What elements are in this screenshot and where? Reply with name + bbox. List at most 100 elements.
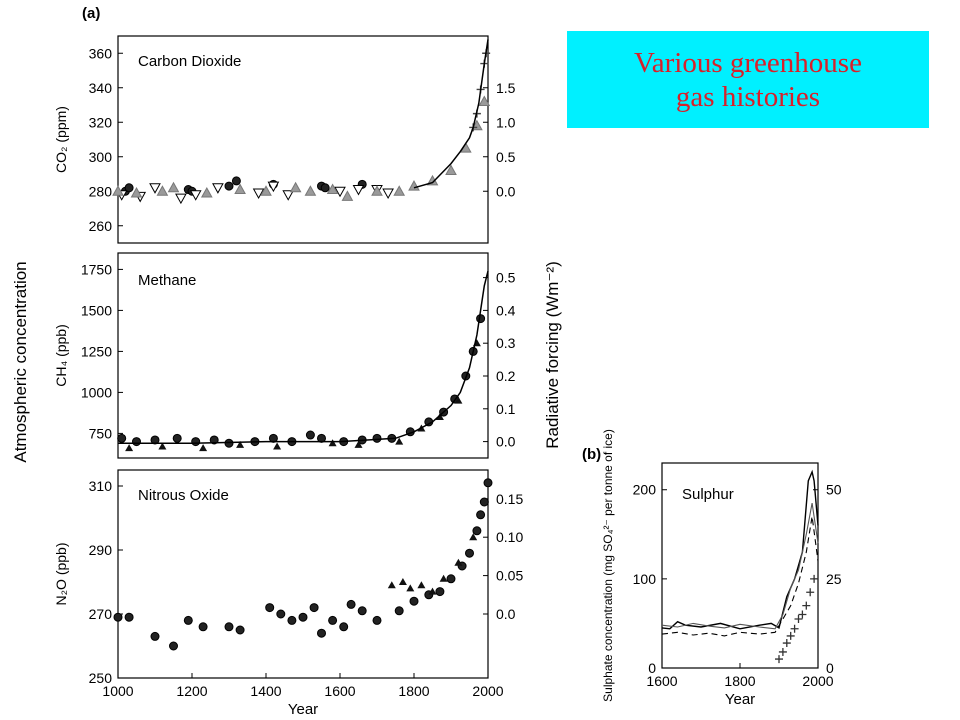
- data-point-ch4: [354, 440, 363, 448]
- data-point-co2: [267, 181, 280, 193]
- y-tick-label-ch4: 750: [89, 425, 113, 441]
- x-axis-label-sulphur: Year: [725, 691, 755, 708]
- data-point-sulphur: [794, 614, 803, 623]
- data-point-sulphur: [790, 624, 799, 633]
- data-point-co2: [282, 190, 295, 201]
- data-point-ch4: [117, 433, 127, 443]
- data-point-co2: [341, 190, 354, 201]
- data-point-sulphur: [798, 610, 807, 619]
- y-axis-label-n2o: N₂O (ppb): [53, 542, 69, 605]
- data-point-n2o: [454, 558, 463, 566]
- x-tick-label-n2o: 1000: [102, 683, 133, 699]
- data-point-n2o: [317, 628, 326, 638]
- data-point-n2o: [472, 526, 482, 536]
- y2-tick-label-sulphur: 0: [826, 660, 834, 676]
- panel-title-ch4: Methane: [138, 272, 196, 289]
- series-line-sulphur-0: [661, 469, 819, 630]
- x-tick-label-sulphur: 2000: [802, 673, 833, 689]
- data-point-n2o: [409, 596, 419, 606]
- data-point-co2: [212, 183, 224, 194]
- data-point-ch4: [476, 314, 486, 324]
- y2-tick-label-n2o: 0.05: [496, 568, 523, 584]
- data-point-n2o: [435, 587, 445, 597]
- data-point-co2: [112, 185, 124, 196]
- data-point-n2o: [265, 603, 275, 613]
- data-point-co2: [234, 183, 246, 195]
- x-tick-label-n2o: 2000: [472, 683, 503, 699]
- chart-n2o: Nitrous Oxide 250 270 290 310 0.0 0.05 0.10 0.15…: [53, 469, 523, 718]
- y-axis-label-sulphur: Sulphate concentration (mg SO₄²⁻ per ton…: [601, 429, 615, 702]
- data-point-ch4: [150, 435, 160, 445]
- data-point-n2o: [476, 510, 486, 520]
- y2-tick-label-n2o: 0.10: [496, 529, 523, 545]
- data-point-ch4: [273, 442, 282, 450]
- data-point-ch4: [191, 437, 201, 447]
- data-point-n2o: [469, 533, 478, 541]
- panel-a-label: (a): [82, 5, 100, 22]
- y-tick-label-ch4: 1500: [81, 302, 112, 318]
- data-point-n2o: [372, 615, 382, 625]
- data-point-co2: [408, 180, 420, 191]
- y2-tick-label-ch4: 0.2: [496, 368, 516, 384]
- data-point-ch4: [328, 439, 337, 447]
- y-tick-label-co2: 320: [89, 114, 113, 130]
- y-tick-label-co2: 300: [89, 149, 113, 165]
- data-point-co2: [320, 183, 330, 193]
- chart-ch4: Methane 750 1000 1250 1500 1750 0.0 0.1 0.2 0.3 0.…: [53, 252, 516, 459]
- data-point-co2: [352, 185, 365, 196]
- y-tick-label-co2: 260: [89, 218, 113, 234]
- panel-title-sulphur: Sulphur: [682, 486, 734, 503]
- data-point-n2o: [483, 478, 493, 488]
- data-point-ch4: [125, 444, 134, 452]
- y-tick-label-sulphur: 0: [648, 660, 656, 676]
- series-line-sulphur-2: [661, 516, 819, 637]
- data-point-n2o: [235, 625, 245, 635]
- data-point-co2: [382, 188, 394, 200]
- data-point-n2o: [169, 641, 178, 651]
- x-tick-label-n2o: 1600: [324, 683, 355, 699]
- x-tick-label-sulphur: 1600: [646, 673, 677, 689]
- y2-tick-label-ch4: 0.0: [496, 434, 516, 450]
- data-point-n2o: [328, 615, 338, 625]
- y-axis-label-left: Atmospheric concentration: [11, 261, 30, 462]
- y-tick-label-co2: 340: [89, 80, 113, 96]
- data-point-co2: [231, 176, 241, 186]
- y-axis-label-right: Radiative forcing (Wm⁻²): [543, 261, 562, 449]
- data-point-n2o: [428, 587, 437, 595]
- panel-title-n2o: Nitrous Oxide: [138, 487, 229, 504]
- data-point-co2: [167, 181, 180, 193]
- data-point-n2o: [479, 497, 489, 507]
- y-tick-label-n2o: 250: [89, 670, 113, 686]
- panel-b-label: (b): [582, 446, 601, 463]
- y-tick-label-co2: 280: [89, 183, 113, 199]
- data-point-co2: [326, 183, 339, 195]
- x-tick-label-n2o: 1400: [250, 683, 281, 699]
- y2-tick-label-sulphur: 50: [826, 482, 842, 498]
- fit-curve-ch4: [118, 270, 489, 444]
- y2-tick-label-n2o: 0.15: [496, 491, 523, 507]
- data-point-co2: [124, 183, 134, 193]
- data-point-n2o: [439, 574, 448, 582]
- plot-area: Carbon Dioxide 260 280 300 320 340 360 0.0 0.5 1.…: [53, 35, 842, 718]
- plot-frame-co2: [117, 35, 489, 244]
- data-point-ch4: [395, 437, 404, 445]
- data-point-n2o: [339, 622, 349, 632]
- plot-frame-ch4: [117, 252, 489, 459]
- data-point-ch4: [372, 433, 382, 443]
- series-line-sulphur-1: [661, 502, 819, 630]
- y-tick-label-sulphur: 100: [633, 571, 657, 587]
- x-tick-label-sulphur: 1800: [724, 673, 755, 689]
- data-point-co2: [260, 185, 272, 196]
- data-point-ch4: [199, 444, 208, 452]
- data-point-co2: [371, 185, 383, 196]
- data-point-ch4: [454, 396, 463, 404]
- data-point-ch4: [172, 433, 182, 443]
- data-point-n2o: [276, 609, 286, 619]
- fit-curve-co2: [413, 39, 489, 189]
- x-tick-label-n2o: 1200: [176, 683, 207, 699]
- data-point-co2: [252, 188, 265, 200]
- data-point-n2o: [287, 615, 297, 625]
- panel-title-co2: Carbon Dioxide: [138, 53, 241, 70]
- data-point-co2: [130, 186, 143, 198]
